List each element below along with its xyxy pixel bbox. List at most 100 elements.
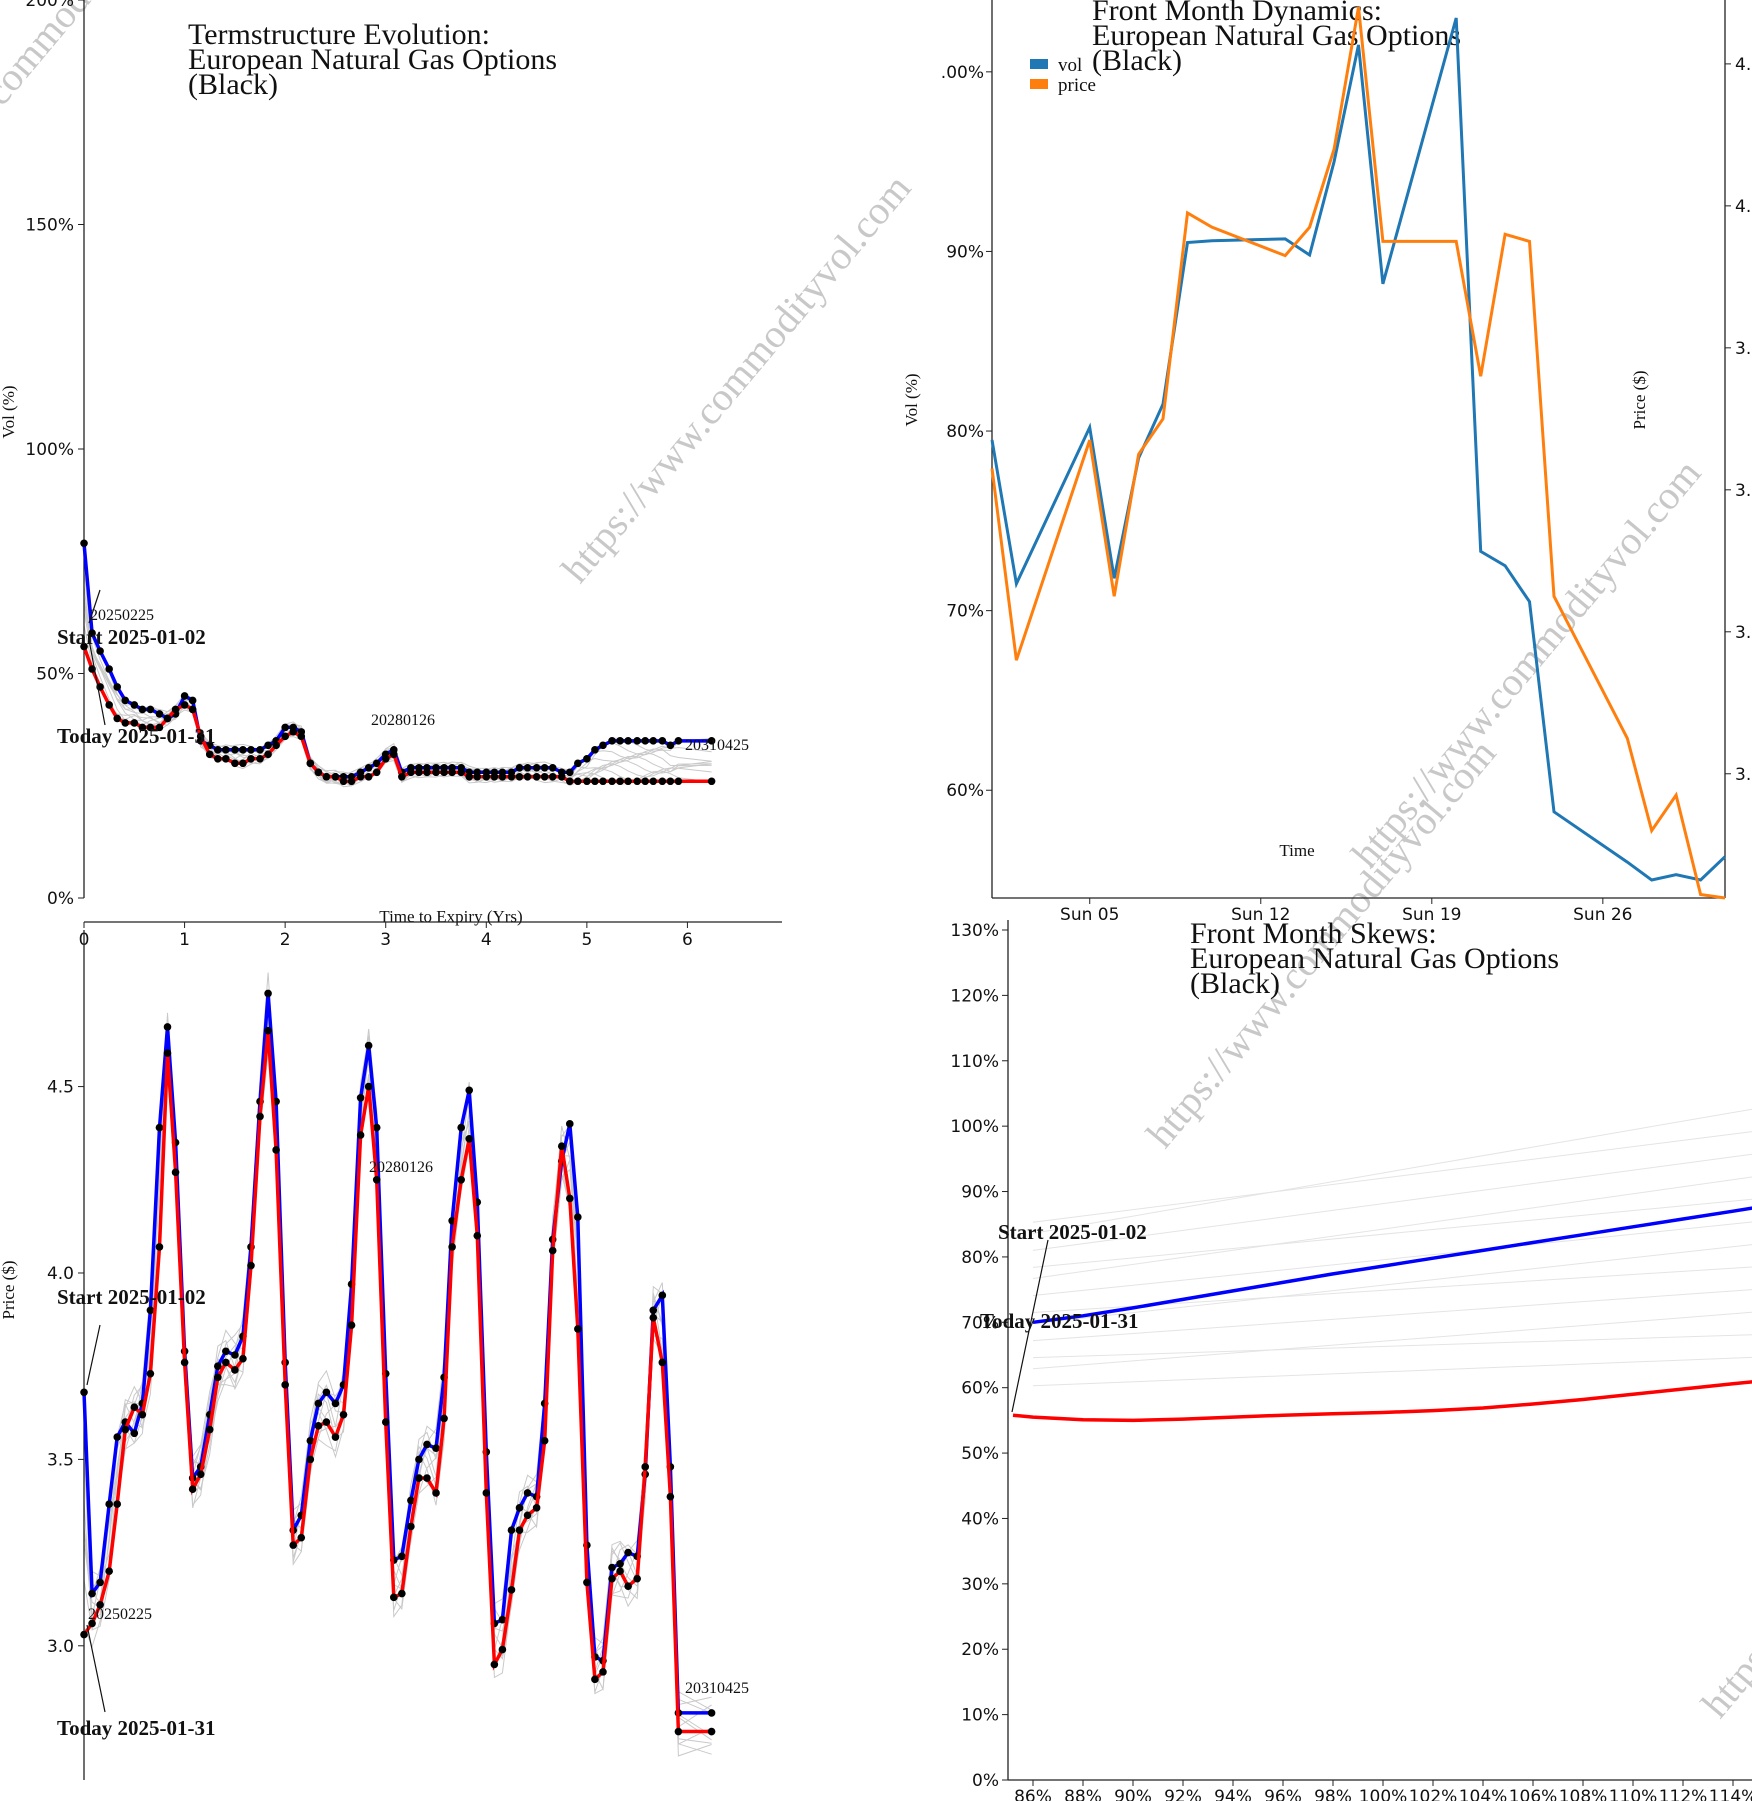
price-history-line [83, 972, 712, 1711]
start-vol-point [231, 746, 239, 754]
skews-xtick-label: 102% [1409, 1787, 1458, 1801]
today-price-point [490, 1660, 499, 1669]
skews-ytick-label: 130% [950, 921, 999, 941]
skews-start-annotation: Start 2025-01-02 [998, 1220, 1147, 1244]
today-vol-point [548, 772, 557, 781]
dynamics-ylabel-left: Vol (%) [902, 373, 921, 426]
today-vol-point [633, 777, 641, 786]
price-termstructure-chart: Price ($) 3.03.54.04.5 Start 2025-01-02 … [0, 930, 749, 1780]
dynamics-ytick-label: 60% [946, 781, 984, 801]
termstructure-xtick-label: 3 [380, 930, 391, 950]
price-start-arrow [86, 1324, 101, 1386]
skews-history-line [1032, 1221, 1752, 1296]
today-vol-point [364, 772, 373, 781]
today-vol-point [146, 723, 155, 732]
termstructure-xlabel: Time to Expiry (Yrs) [379, 907, 522, 926]
today-price-point [633, 1574, 641, 1583]
dynamics-ytick-label: .00% [941, 63, 984, 83]
start-vol-point [624, 737, 632, 745]
today-vol-point [523, 772, 532, 781]
dynamics-xtick-label: Sun 12 [1231, 905, 1290, 925]
today-price-point [616, 1567, 624, 1576]
today-vol-point [113, 714, 122, 723]
skews-ytick-label: 20% [961, 1640, 999, 1660]
start-price-point [372, 1123, 381, 1132]
today-price-point [256, 1112, 264, 1121]
dynamics-ytick-right-label: 3.8 [1735, 339, 1752, 359]
price-history-lines [83, 972, 712, 1757]
price-ytick-label: 4.5 [47, 1078, 74, 1098]
today-vol-point [507, 772, 516, 781]
start-vol-point [608, 737, 616, 745]
today-price-point [306, 1455, 315, 1464]
start-price-point [356, 1093, 365, 1102]
start-price-point [415, 1455, 423, 1464]
today-price-point [113, 1500, 122, 1508]
termstructure-title-3: (Black) [188, 68, 278, 101]
today-price-point [649, 1313, 658, 1322]
skews-title-3: (Black) [1190, 967, 1280, 1000]
today-price-point [473, 1231, 482, 1240]
today-price-point [583, 1578, 591, 1587]
today-vol-point [222, 755, 230, 763]
start-vol-point [591, 746, 599, 754]
today-price-point [105, 1567, 113, 1576]
dynamics-xtick-label: Sun 19 [1402, 905, 1461, 925]
termstructure-xtick-label: 5 [581, 930, 592, 950]
dynamics-ytick-label: 70% [946, 602, 984, 622]
today-price-point [121, 1425, 130, 1434]
start-price-point [113, 1433, 122, 1441]
start-vol-point [674, 737, 683, 745]
termstructure-history-line [83, 555, 712, 785]
start-vol-point [105, 665, 113, 673]
today-price-point [130, 1403, 139, 1411]
today-price-point [565, 1194, 574, 1203]
today-vol-point [155, 723, 164, 732]
legend-price-swatch [1030, 79, 1048, 89]
start-vol-point [222, 746, 230, 754]
termstructure-history-lines [83, 546, 712, 788]
start-vol-point [707, 737, 716, 745]
price-ytick-label: 3.5 [47, 1450, 74, 1470]
termstructure-ytick-label: 50% [36, 665, 74, 685]
termstructure-history-line [83, 585, 712, 783]
today-vol-point [457, 768, 465, 777]
dynamics-title-3: (Black) [1092, 44, 1182, 77]
start-price-point [213, 1362, 222, 1370]
skews-xtick-label: 110% [1609, 1787, 1658, 1801]
skews-xtick-label: 114% [1709, 1787, 1752, 1801]
skews-history-line [1032, 1131, 1752, 1223]
start-price-point [407, 1496, 415, 1505]
today-price-point [515, 1526, 524, 1535]
today-price-point [96, 1600, 104, 1609]
dynamics-ytick-label: 90% [946, 242, 984, 262]
start-price-point [658, 1291, 667, 1300]
skews-title-1: Front Month Skews: [1190, 917, 1437, 950]
watermark-4: https://www.commodityvol.com [1692, 1301, 1752, 1726]
start-vol-point [574, 759, 582, 768]
skews-xtick-label: 104% [1459, 1787, 1508, 1801]
skews-history-lines [1032, 1108, 1752, 1387]
start-vol-point [188, 696, 197, 705]
today-vol-point [196, 732, 205, 741]
termstructure-history-line [83, 570, 712, 784]
start-vol-point [372, 759, 381, 768]
today-price-point [507, 1586, 516, 1594]
skews-ytick-label: 90% [961, 1183, 999, 1203]
today-price-point [658, 1358, 667, 1367]
termstructure-xtick-label: 6 [682, 930, 693, 950]
today-price-point [707, 1727, 716, 1736]
skews-history-line [1032, 1244, 1752, 1325]
today-vol-point [138, 723, 147, 732]
start-price-point [314, 1399, 323, 1408]
today-price-point [457, 1175, 465, 1184]
start-vol-point [113, 683, 122, 691]
today-vol-point [130, 719, 139, 727]
start-price-point [649, 1306, 658, 1315]
today-vol-point [624, 777, 632, 786]
today-vol-point [264, 750, 272, 759]
start-price-point [574, 1213, 582, 1221]
start-vol-point [146, 705, 155, 714]
legend-vol-swatch [1030, 59, 1048, 69]
